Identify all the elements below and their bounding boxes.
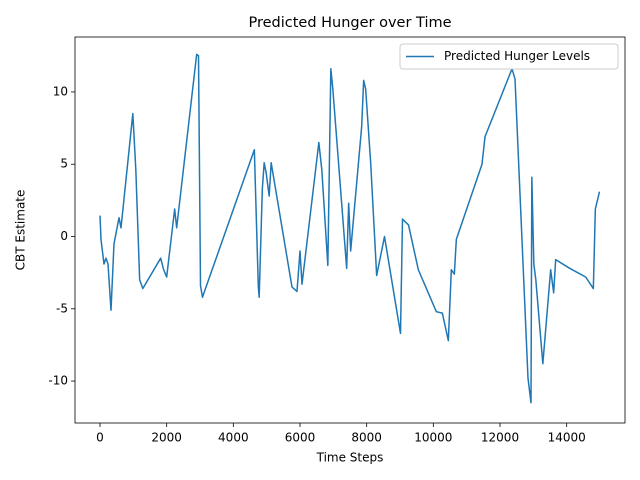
y-tick-label: 5 [60,157,68,171]
x-tick-label: 2000 [151,431,182,445]
x-tick-label: 0 [96,431,104,445]
x-tick-label: 4000 [218,431,249,445]
y-tick-label: -10 [48,374,68,388]
x-axis-label: Time Steps [316,451,384,465]
legend-box [399,43,619,70]
legend-label: Predicted Hunger Levels [444,49,590,63]
y-axis-label: CBT Estimate [14,190,28,271]
x-tick-label: 14000 [548,431,586,445]
x-tick-label: 10000 [414,431,452,445]
y-tick-label: 0 [60,229,68,243]
x-tick-label: 12000 [481,431,519,445]
plot-frame [74,36,626,424]
x-tick-label: 8000 [351,431,382,445]
chart-title: Predicted Hunger over Time [248,15,451,31]
line-series [99,53,601,404]
y-tick-label: 10 [53,84,68,98]
y-tick-label: -5 [56,301,68,315]
x-tick-label: 6000 [285,431,316,445]
